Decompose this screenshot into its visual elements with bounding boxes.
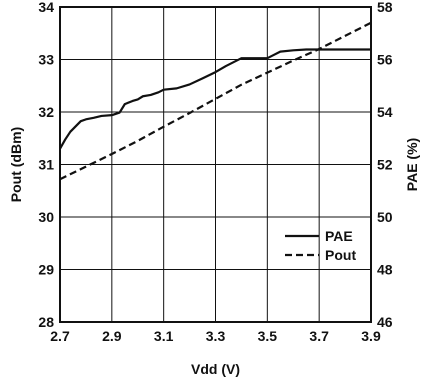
right-y-tick-label: 54 bbox=[377, 104, 393, 120]
right-y-tick-label: 52 bbox=[377, 157, 393, 173]
plot-area-frame bbox=[59, 6, 372, 323]
right-y-tick-label: 58 bbox=[377, 0, 393, 15]
series-line-pout bbox=[59, 21, 372, 181]
x-tick-label: 3.9 bbox=[361, 328, 381, 344]
left-y-axis-title: Pout (dBm) bbox=[8, 127, 24, 202]
tick-layer: 2.7 2.9 3.1 3.3 3.5 3.7 3.9 28 29 30 31 32 33 34 46 48 5… bbox=[38, 0, 392, 344]
axis-title-layer: Vdd (V) Pout (dBm) PAE (%) bbox=[8, 127, 420, 377]
x-axis-title: Vdd (V) bbox=[191, 361, 240, 377]
x-tick-label: 3.1 bbox=[154, 328, 174, 344]
right-y-tick-label: 56 bbox=[377, 52, 393, 68]
left-y-tick-label: 34 bbox=[38, 0, 54, 15]
legend: PAE Pout bbox=[285, 228, 356, 263]
left-y-tick-label: 28 bbox=[38, 314, 54, 330]
right-y-tick-label: 48 bbox=[377, 262, 393, 278]
right-y-axis-title: PAE (%) bbox=[404, 138, 420, 191]
legend-label-pae: PAE bbox=[325, 228, 353, 244]
legend-label-pout: Pout bbox=[325, 247, 356, 263]
left-y-tick-label: 31 bbox=[38, 157, 54, 173]
x-tick-label: 3.7 bbox=[309, 328, 329, 344]
x-tick-label: 2.7 bbox=[50, 328, 70, 344]
x-tick-label: 3.5 bbox=[258, 328, 278, 344]
left-y-tick-label: 33 bbox=[38, 52, 54, 68]
x-tick-label: 3.3 bbox=[206, 328, 226, 344]
right-y-tick-label: 50 bbox=[377, 209, 393, 225]
series-layer bbox=[59, 21, 372, 181]
x-tick-label: 2.9 bbox=[102, 328, 122, 344]
left-y-tick-label: 29 bbox=[38, 262, 54, 278]
left-y-tick-label: 30 bbox=[38, 209, 54, 225]
left-y-tick-label: 32 bbox=[38, 104, 54, 120]
series-line-pae bbox=[59, 48, 371, 150]
right-y-tick-label: 46 bbox=[377, 314, 393, 330]
